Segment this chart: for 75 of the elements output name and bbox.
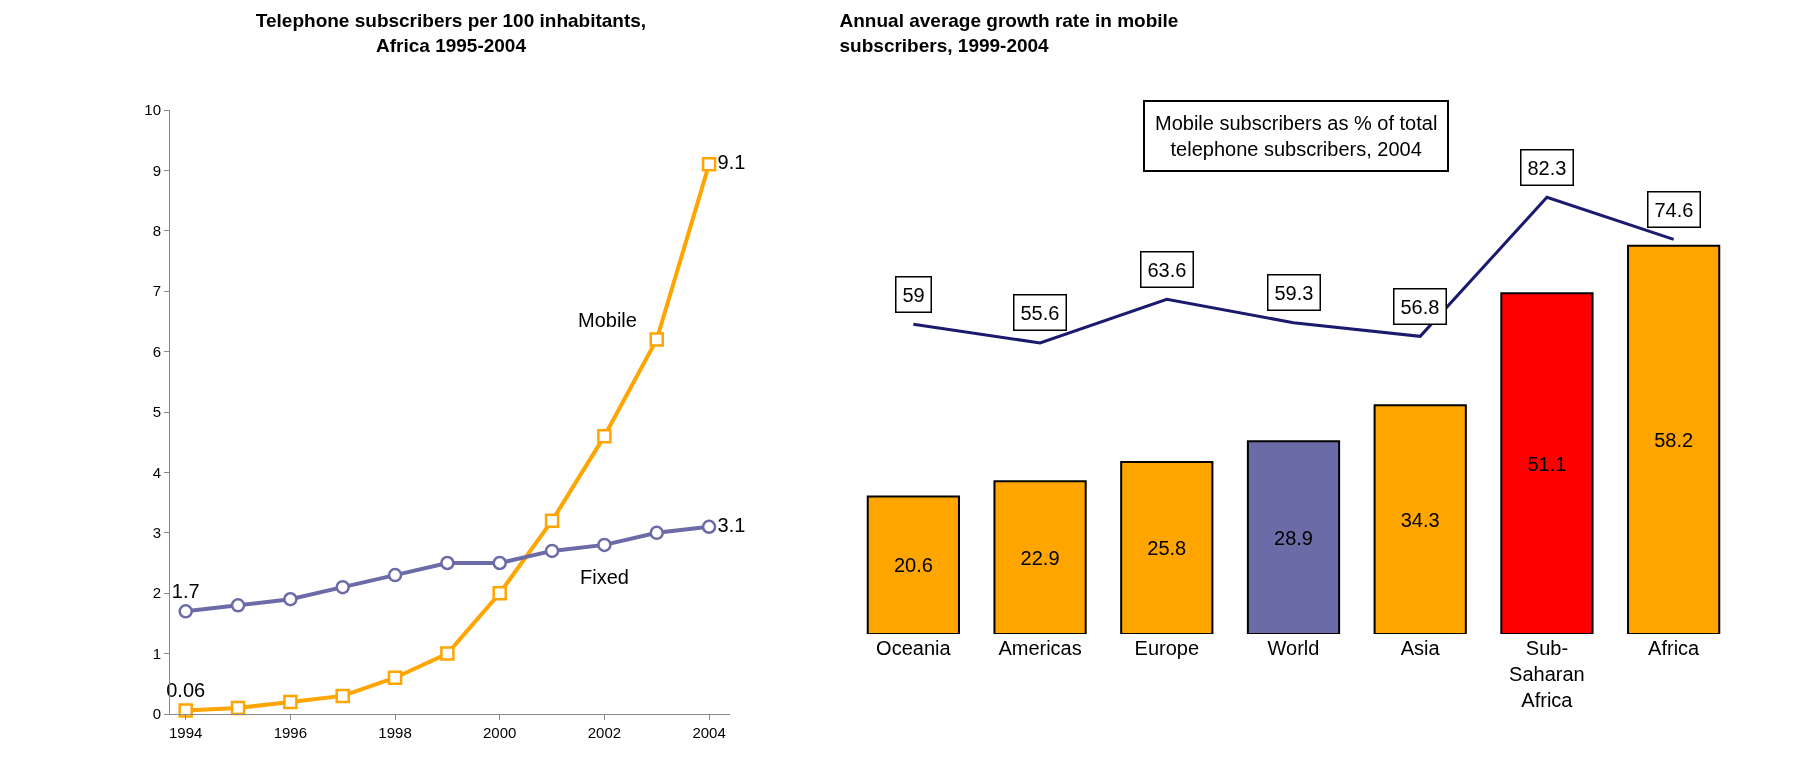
x-tick-label: Americas [998,637,1082,659]
bar [866,495,960,634]
point [701,519,717,534]
point [230,598,246,613]
point [597,428,612,444]
bar [1500,292,1594,634]
bar [1373,404,1467,634]
bar [1627,244,1721,634]
x-tick-label: 2004 [692,724,726,741]
point [178,703,193,718]
chart-title: Telephone subscribers per 100 inhabitants, Africa 1995-2004 [255,10,647,56]
x-tick-label: 1998 [378,724,412,741]
series-label: Mobile [578,309,637,331]
data-label: 3.1 [717,513,746,536]
point [387,567,403,583]
x-tick-label: 1994 [169,724,203,741]
x-tick-label: 1996 [273,724,308,741]
y-tick-label: 5 [152,403,161,421]
point [492,585,507,601]
data-label: 34.3 [1400,508,1440,531]
point [283,694,298,710]
x-tick-label: Oceania [876,637,952,659]
bar [1120,460,1214,634]
text: Mobile subscribers as % of total telephone subscribers, 2004 [1155,112,1438,160]
chart-title: Annual average growth rate in mobile subscribers, 1999-2004 [839,10,1179,56]
x-tick-label: Sub-Saharan Africa [1509,637,1585,711]
x-tick-label: Europe [1134,637,1200,659]
x-tick-label: Africa [1648,637,1701,659]
y-tick-label: 3 [152,524,161,542]
x-tick-label: World [1267,637,1320,659]
data-label: 55.6 [1020,301,1060,324]
y-tick-label: 4 [152,463,161,481]
y-tick-label: 6 [152,342,161,360]
point [283,591,298,607]
data-label: 0.06 [166,678,206,701]
point [335,579,350,595]
data-label: 22.9 [1020,546,1060,569]
y-tick-label: 7 [152,282,161,300]
y-tick-label: 0 [152,705,161,723]
bar [993,480,1087,634]
data-label: 59 [902,283,925,306]
data-label: 1.7 [171,579,200,602]
point [649,332,664,347]
data-label: 28.9 [1274,526,1313,549]
point [492,555,507,571]
y-tick-label: 2 [152,584,161,602]
data-label: 20.6 [893,554,933,577]
point [701,157,717,172]
point [649,525,664,541]
data-label: 63.6 [1147,258,1187,281]
bar [1246,440,1341,634]
series-label: Fixed [580,566,629,588]
point [544,543,560,559]
data-label: 25.8 [1147,536,1187,559]
point [335,688,350,704]
data-label: 74.6 [1654,198,1694,221]
x-tick-label: Asia [1400,637,1441,659]
data-label: 59.3 [1274,281,1314,304]
data-label: 51.1 [1527,452,1567,475]
point [597,537,612,553]
x-tick-label: 2002 [587,724,622,741]
data-label: 56.8 [1400,295,1440,318]
point [440,555,455,571]
x-tick-label: 2000 [483,724,517,741]
point [178,604,193,619]
point [544,513,560,528]
y-tick-label: 8 [152,222,161,240]
y-tick-label: 10 [144,101,161,119]
point [440,646,455,661]
y-tick-label: 9 [152,161,161,179]
y-tick-label: 1 [152,644,161,662]
point [387,670,403,686]
data-label: 58.2 [1654,428,1694,451]
data-label: 9.1 [717,151,746,174]
data-label: 82.3 [1527,156,1567,179]
